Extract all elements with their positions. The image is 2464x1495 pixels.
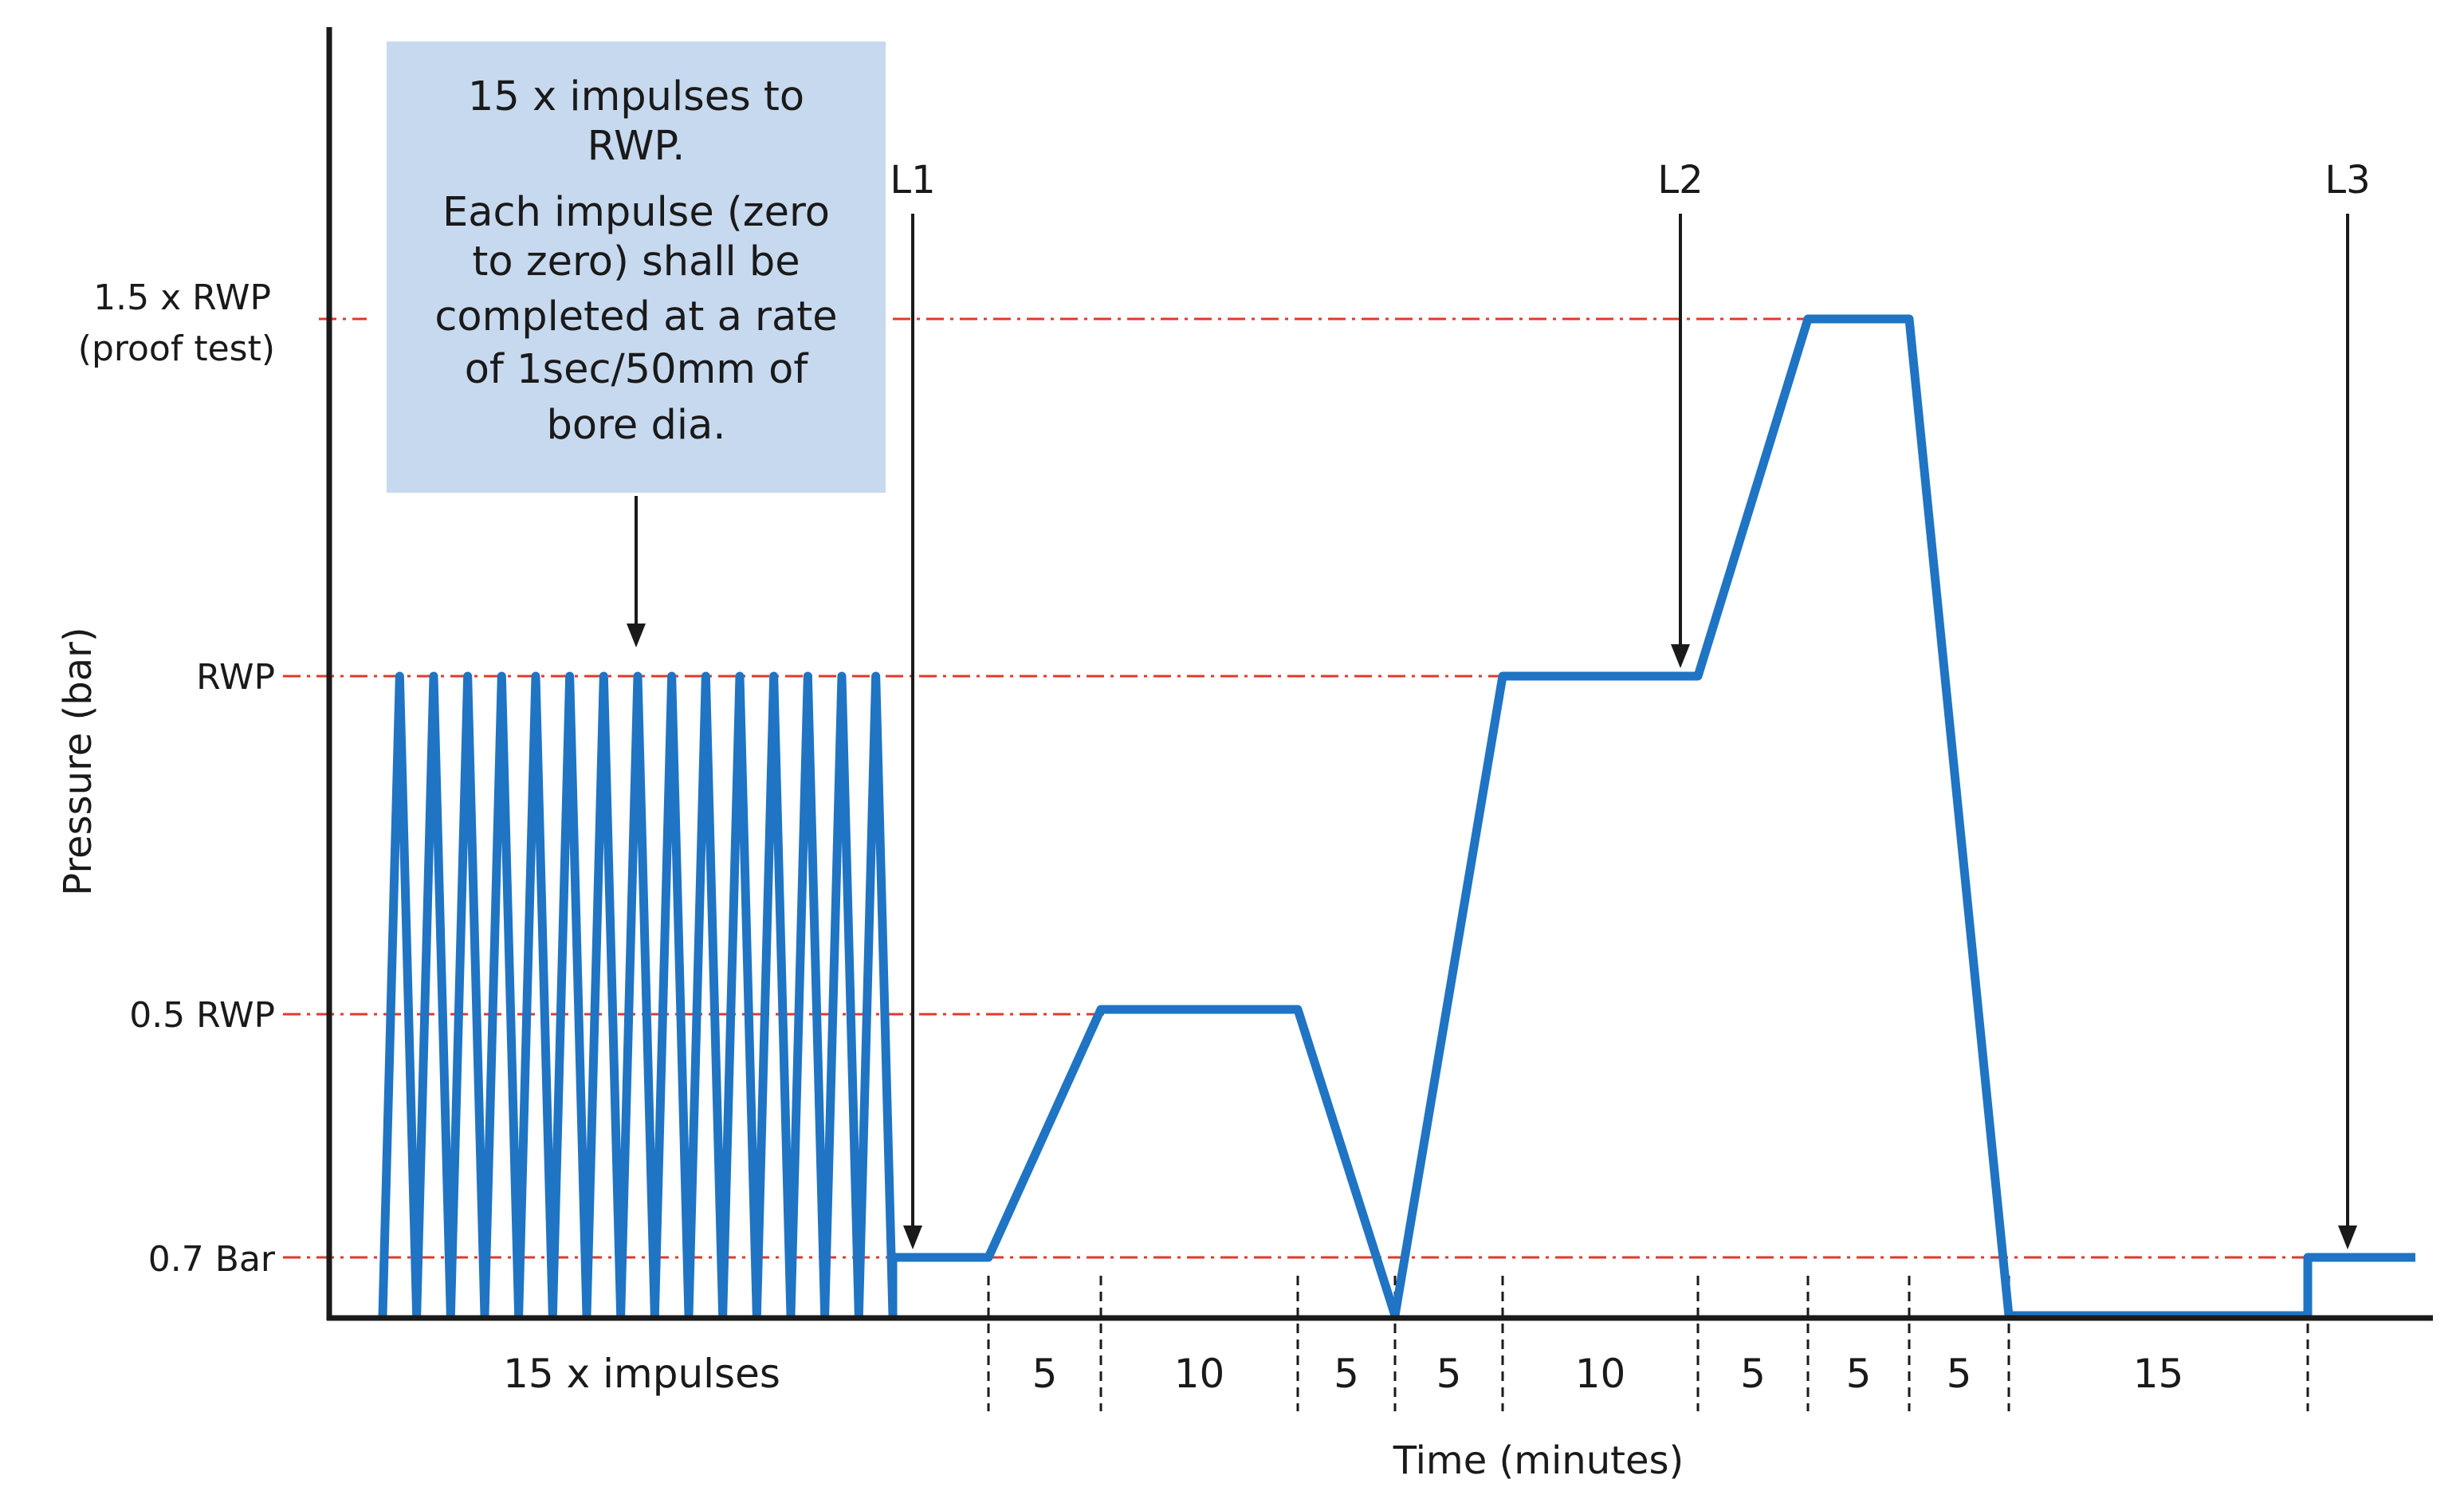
annotation-arrow-head [627,624,646,647]
ytick-proof: 1.5 x RWP [93,277,271,318]
annotation-line-6: of 1sec/50mm of [465,346,809,393]
ytick-rwp: RWP [196,657,275,698]
segment-label: 10 [1575,1351,1626,1397]
annotation-line-4: to zero) shall be [472,238,800,285]
segment-label: 5 [1436,1351,1462,1397]
segment-label: 5 [1740,1351,1766,1397]
marker-arrow-l2 [1671,644,1690,668]
segment-labels: 15 x impulses 5 10 5 5 10 5 5 5 15 [503,1351,2183,1397]
x-axis-title: Time (minutes) [1393,1438,1684,1483]
y-axis-title: Pressure (bar) [56,627,100,895]
annotation-line-7: bore dia. [546,402,725,449]
marker-arrow-l1 [903,1226,922,1249]
marker-label-l2: L2 [1657,158,1703,203]
segment-label-impulses: 15 x impulses [503,1351,780,1397]
marker-label-l1: L1 [890,158,935,203]
annotation-line-3: Each impulse (zero [442,189,830,236]
ytick-half-rwp: 0.5 RWP [129,995,275,1036]
annotation-box: 15 x impulses to RWP. Each impulse (zero… [387,41,886,493]
annotation-line-2: RWP. [588,123,686,170]
segment-label: 10 [1174,1351,1225,1397]
segment-label: 5 [1846,1351,1872,1397]
annotation-line-1: 15 x impulses to [468,73,804,120]
segment-label: 5 [1032,1351,1058,1397]
segment-label: 5 [1947,1351,1972,1397]
marker-arrow-l3 [2338,1226,2357,1249]
ytick-proof-sub: (proof test) [78,329,275,369]
segment-label: 15 [2133,1351,2184,1397]
segment-label: 5 [1334,1351,1359,1397]
pressure-profile-line [378,314,2415,1320]
marker-label-l3: L3 [2324,158,2370,203]
annotation-line-5: completed at a rate [434,293,837,340]
ytick-07-bar: 0.7 Bar [148,1239,276,1280]
test-markers: L1 L2 L3 [890,158,2371,1249]
